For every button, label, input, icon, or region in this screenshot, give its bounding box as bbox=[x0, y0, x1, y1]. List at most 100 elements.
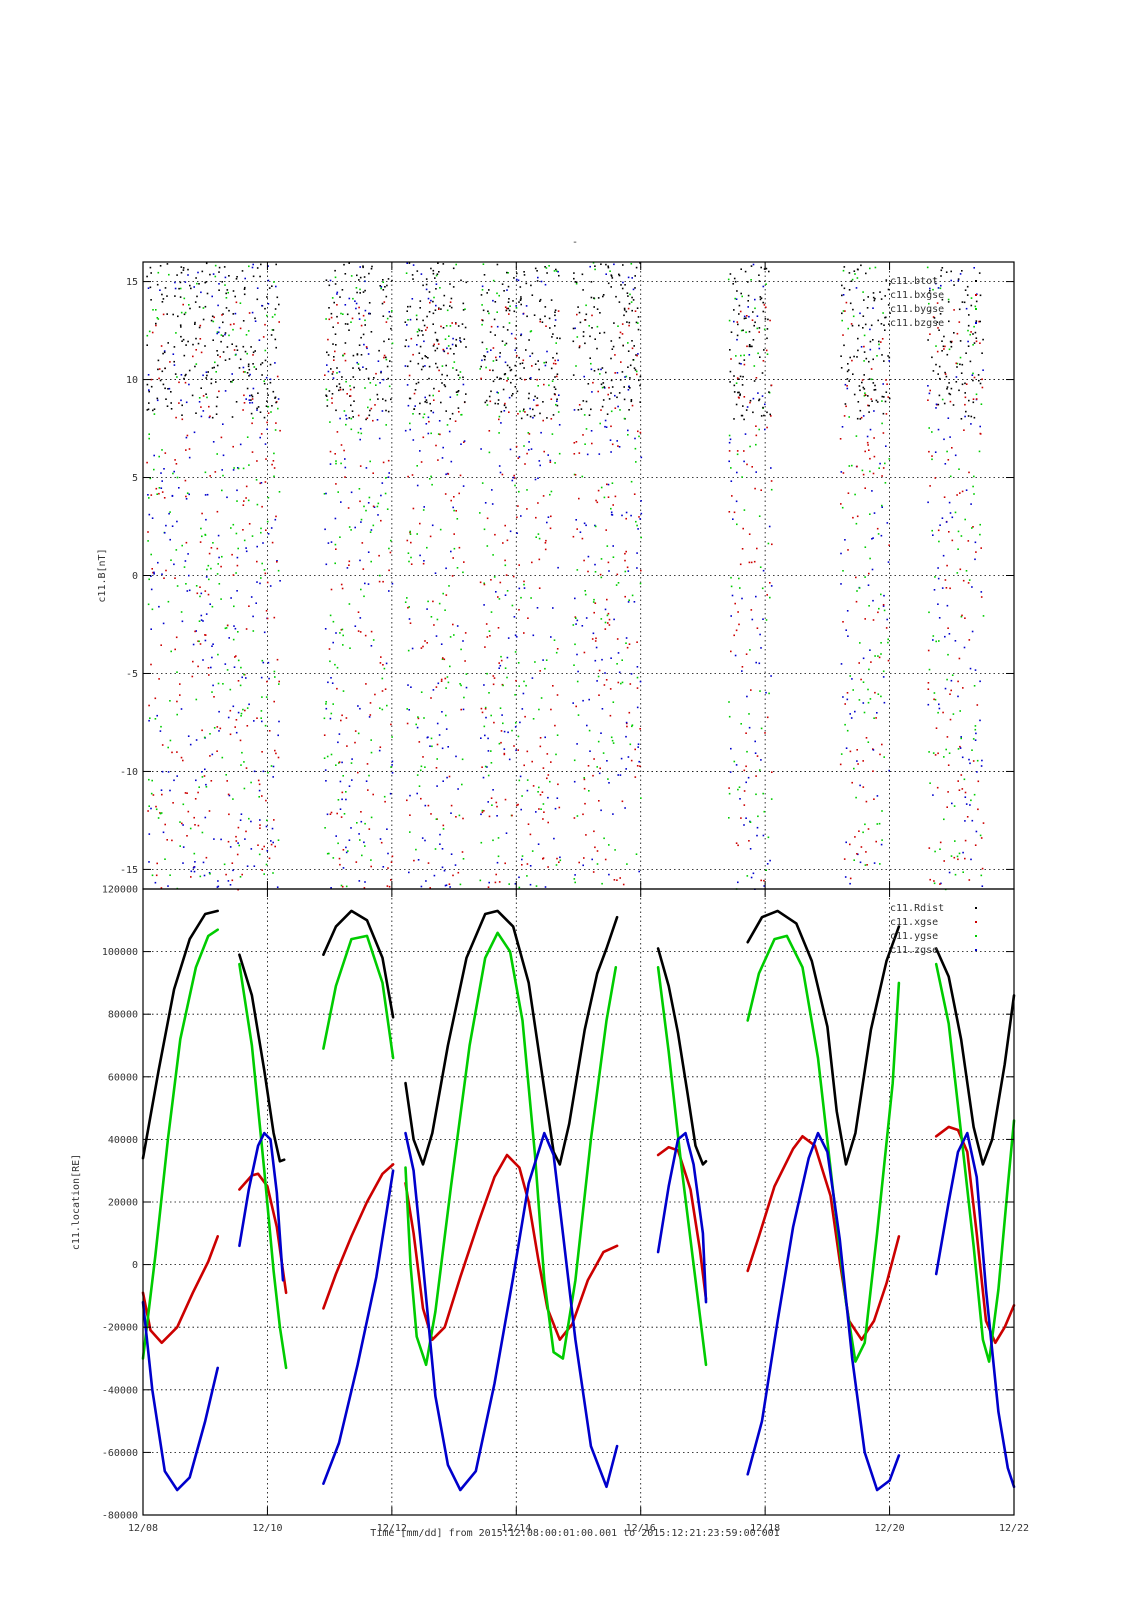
scatter-point bbox=[617, 405, 619, 408]
scatter-point bbox=[268, 730, 271, 732]
scatter-point bbox=[270, 527, 273, 529]
scatter-point bbox=[245, 398, 247, 400]
scatter-point bbox=[370, 816, 373, 819]
scatter-point bbox=[981, 867, 984, 870]
scatter-point bbox=[737, 844, 739, 847]
scatter-point bbox=[885, 445, 887, 447]
scatter-point bbox=[489, 635, 491, 637]
scatter-point bbox=[971, 586, 973, 588]
scatter-point bbox=[375, 384, 377, 386]
scatter-point bbox=[558, 806, 561, 809]
scatter-point bbox=[538, 808, 540, 810]
scatter-point bbox=[204, 471, 207, 474]
scatter-point bbox=[591, 442, 593, 445]
scatter-point bbox=[554, 314, 556, 317]
scatter-point bbox=[948, 501, 951, 504]
scatter-point bbox=[853, 355, 855, 358]
scatter-point bbox=[413, 392, 416, 395]
scatter-point bbox=[639, 765, 641, 767]
scatter-point bbox=[508, 758, 511, 761]
scatter-point bbox=[739, 393, 741, 395]
scatter-point bbox=[882, 670, 885, 673]
scatter-point bbox=[228, 794, 231, 797]
scatter-point bbox=[934, 451, 937, 453]
scatter-point bbox=[959, 356, 962, 359]
scatter-point bbox=[944, 345, 946, 348]
scatter-point bbox=[278, 303, 280, 306]
scatter-point bbox=[846, 370, 849, 373]
scatter-point bbox=[278, 680, 280, 683]
scatter-point bbox=[950, 345, 953, 348]
scatter-point bbox=[496, 311, 498, 313]
scatter-point bbox=[433, 399, 435, 401]
scatter-point bbox=[506, 380, 508, 382]
scatter-point bbox=[203, 874, 206, 877]
scatter-point bbox=[495, 356, 497, 359]
scatter-point bbox=[387, 867, 389, 869]
scatter-point bbox=[610, 425, 612, 428]
scatter-point bbox=[200, 592, 203, 595]
scatter-point bbox=[513, 477, 516, 479]
scatter-point bbox=[162, 313, 165, 316]
scatter-point bbox=[419, 554, 421, 557]
scatter-point bbox=[195, 585, 198, 587]
scatter-point bbox=[946, 736, 949, 738]
scatter-point bbox=[276, 561, 278, 563]
scatter-point bbox=[438, 308, 440, 310]
scatter-point bbox=[872, 537, 874, 539]
scatter-point bbox=[172, 472, 174, 475]
scatter-point bbox=[169, 538, 171, 541]
scatter-point bbox=[558, 394, 560, 396]
scatter-point bbox=[332, 371, 334, 373]
scatter-point bbox=[734, 297, 736, 300]
scatter-point bbox=[630, 301, 633, 303]
scatter-point bbox=[745, 781, 747, 784]
scatter-point bbox=[246, 352, 248, 355]
scatter-point bbox=[481, 809, 484, 812]
scatter-point bbox=[859, 409, 862, 412]
scatter-point bbox=[363, 887, 366, 889]
scatter-point bbox=[243, 394, 245, 397]
scatter-point bbox=[597, 368, 600, 371]
scatter-point bbox=[147, 374, 150, 376]
scatter-point bbox=[754, 752, 757, 754]
scatter-point bbox=[185, 498, 188, 500]
scatter-point bbox=[500, 410, 503, 413]
scatter-point bbox=[542, 659, 544, 661]
scatter-point bbox=[433, 296, 435, 299]
scatter-point bbox=[965, 489, 968, 491]
scatter-point bbox=[497, 403, 499, 405]
scatter-point bbox=[428, 291, 431, 293]
scatter-point bbox=[541, 321, 544, 323]
scatter-point bbox=[409, 794, 411, 797]
scatter-point bbox=[221, 281, 223, 283]
scatter-point bbox=[946, 678, 948, 681]
scatter-point bbox=[594, 338, 596, 340]
scatter-point bbox=[350, 827, 352, 829]
scatter-point bbox=[441, 848, 444, 850]
scatter-point bbox=[332, 641, 334, 644]
scatter-point bbox=[545, 539, 547, 542]
scatter-point bbox=[200, 291, 202, 294]
scatter-point bbox=[610, 451, 612, 453]
scatter-point bbox=[596, 325, 599, 328]
scatter-point bbox=[163, 577, 165, 579]
legend-entry-label: c11.btot bbox=[890, 276, 938, 287]
scatter-point bbox=[251, 266, 254, 269]
scatter-point bbox=[199, 643, 202, 645]
scatter-point bbox=[595, 646, 598, 649]
scatter-point bbox=[358, 306, 360, 309]
scatter-point bbox=[638, 760, 640, 763]
scatter-point bbox=[761, 587, 764, 590]
scatter-point bbox=[849, 750, 852, 753]
scatter-point bbox=[887, 288, 890, 291]
scatter-point bbox=[553, 393, 556, 395]
scatter-point bbox=[487, 886, 490, 888]
scatter-point bbox=[750, 561, 753, 564]
scatter-point bbox=[326, 351, 328, 354]
scatter-point bbox=[383, 667, 386, 670]
scatter-point bbox=[389, 360, 391, 362]
scatter-point bbox=[463, 696, 465, 699]
scatter-point bbox=[448, 883, 451, 885]
scatter-point bbox=[358, 880, 361, 882]
